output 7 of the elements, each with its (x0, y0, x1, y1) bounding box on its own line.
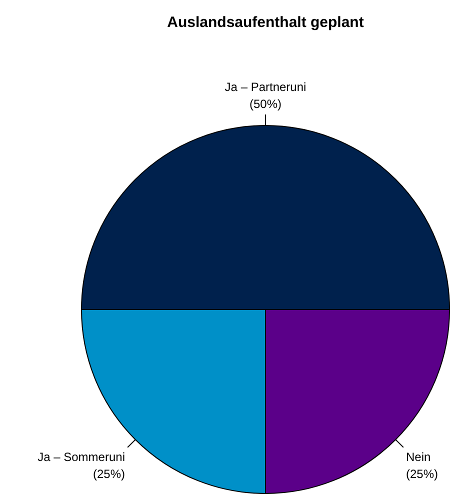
data-label: (25%) (92, 466, 125, 481)
slice-label: Ja – Partneruni (224, 80, 306, 94)
chart-title: Auslandsaufenthalt geplant (167, 14, 364, 31)
slice-label: Ja – Sommeruni (38, 450, 125, 464)
data-label: (50%) (249, 96, 282, 111)
slice-label: Nein (406, 450, 431, 464)
data-label: (25%) (406, 466, 438, 481)
